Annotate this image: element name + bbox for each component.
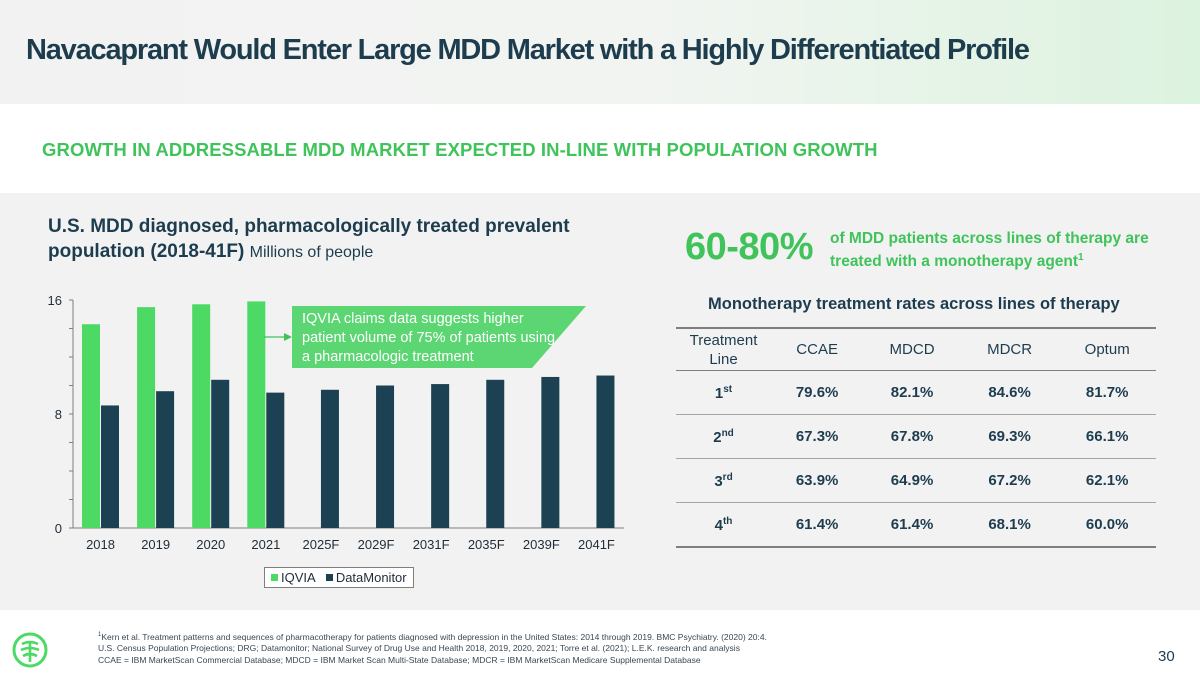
bar-datamonitor-2025F (320, 389, 339, 528)
legend-swatch-datamonitor (325, 574, 333, 581)
legend-label-datamonitor: DataMonitor (335, 570, 407, 585)
x-tick-label: 2020 (196, 537, 225, 552)
row-line-label: 2nd (676, 414, 771, 459)
legend-swatch-iqvia (271, 574, 278, 581)
header-band (0, 0, 1200, 104)
cell-value: 68.1% (960, 502, 1059, 548)
section-subtitle: GROWTH IN ADDRESSABLE MDD MARKET EXPECTE… (42, 139, 878, 160)
bar-datamonitor-2021 (266, 392, 285, 528)
x-tick-label: 2031F (413, 537, 450, 552)
bar-iqvia-2021 (247, 301, 266, 528)
stat-description-text: of MDD patients across lines of therapy … (830, 230, 1149, 271)
callout-text: IQVIA claims data suggests higher patien… (302, 311, 556, 365)
stat-footnote-ref: 1 (1078, 252, 1084, 263)
x-tick-label: 2021 (251, 537, 280, 552)
bar-datamonitor-2035F (486, 379, 505, 528)
header-mdcd: MDCD (863, 327, 961, 371)
bar-iqvia-2019 (137, 307, 156, 528)
cell-value: 69.3% (960, 414, 1059, 459)
x-tick-label: 2039F (523, 537, 560, 552)
bar-iqvia-2018 (82, 324, 100, 528)
chart-legend: IQVIA DataMonitor (264, 567, 414, 588)
x-tick-label: 2035F (468, 537, 505, 552)
cell-value: 79.6% (771, 370, 864, 415)
header-mdcr: MDCR (960, 327, 1059, 371)
iqvia-callout: IQVIA claims data suggests higher patien… (292, 306, 586, 368)
x-tick-label: 2029F (358, 537, 395, 552)
cell-value: 67.2% (960, 458, 1059, 503)
cell-value: 60.0% (1058, 502, 1156, 548)
x-tick-label: 2019 (141, 537, 170, 552)
cell-value: 64.9% (863, 458, 961, 503)
legend-label-iqvia: IQVIA (281, 570, 315, 585)
table-header-row: Treatment Line CCAE MDCD MDCR Optum (676, 327, 1156, 371)
table-row: 4th 61.4% 61.4% 68.1% 60.0% (676, 502, 1156, 548)
cell-value: 67.3% (771, 414, 864, 459)
footnote-1: 1Kern et al. Treatment patterns and sequ… (98, 631, 767, 642)
row-line-label: 1st (676, 370, 771, 415)
table-row: 3rd 63.9% 64.9% 67.2% 62.1% (676, 458, 1156, 503)
cell-value: 61.4% (863, 502, 961, 548)
row-line-label: 4th (676, 502, 771, 548)
leaf-shield-logo-icon (12, 632, 48, 673)
footnotes: 1Kern et al. Treatment patterns and sequ… (98, 630, 1058, 666)
y-tick-label: 0 (55, 521, 62, 536)
cell-value: 67.8% (863, 414, 961, 459)
header-treatment-line: Treatment Line (676, 327, 771, 371)
cell-value: 61.4% (771, 502, 864, 548)
monotherapy-rates-table: Treatment Line CCAE MDCD MDCR Optum 1st … (676, 327, 1156, 548)
bar-iqvia-2020 (192, 304, 211, 528)
callout-arrow (264, 330, 294, 348)
x-tick-label: 2025F (303, 537, 340, 552)
bar-datamonitor-2031F (431, 384, 450, 528)
footnote-2: U.S. Census Population Projections; DRG;… (98, 643, 740, 654)
chart-title: U.S. MDD diagnosed, pharmacologically tr… (48, 214, 648, 265)
bar-datamonitor-2018 (101, 405, 119, 528)
table-row: 2nd 67.3% 67.8% 69.3% 66.1% (676, 414, 1156, 459)
y-tick-label: 8 (55, 407, 62, 422)
bar-chart: 0 8 16 2018 2019 2020 2021 2025F 2029F 2031F 2035F… (48, 293, 624, 552)
bar-datamonitor-2029F (376, 385, 395, 528)
page-number: 30 (1158, 648, 1175, 665)
x-tick-label: 2018 (86, 537, 115, 552)
table-row: 1st 79.6% 82.1% 84.6% 81.7% (676, 370, 1156, 415)
y-tick-label: 16 (48, 293, 62, 308)
header-optum: Optum (1058, 327, 1156, 371)
chart-title-text: U.S. MDD diagnosed, pharmacologically tr… (48, 216, 570, 262)
cell-value: 82.1% (863, 370, 961, 415)
header-ccae: CCAE (771, 327, 864, 371)
cell-value: 84.6% (960, 370, 1059, 415)
footnote-3: CCAE = IBM MarketScan Commercial Databas… (98, 654, 701, 665)
row-line-label: 3rd (676, 458, 771, 503)
stat-description: of MDD patients across lines of therapy … (830, 229, 1160, 271)
cell-value: 81.7% (1058, 370, 1156, 415)
bar-datamonitor-2041F (596, 375, 615, 528)
cell-value: 66.1% (1058, 414, 1156, 459)
stat-value: 60-80% (685, 226, 813, 268)
bar-datamonitor-2039F (541, 376, 560, 528)
cell-value: 63.9% (771, 458, 864, 503)
table-title: Monotherapy treatment rates across lines… (708, 295, 1120, 313)
bar-datamonitor-2020 (211, 379, 230, 528)
page-title: Navacaprant Would Enter Large MDD Market… (26, 34, 1030, 66)
cell-value: 62.1% (1058, 458, 1156, 503)
x-tick-label: 2041F (578, 537, 615, 552)
bar-datamonitor-2019 (156, 391, 175, 528)
chart-unit: Millions of people (249, 244, 374, 261)
